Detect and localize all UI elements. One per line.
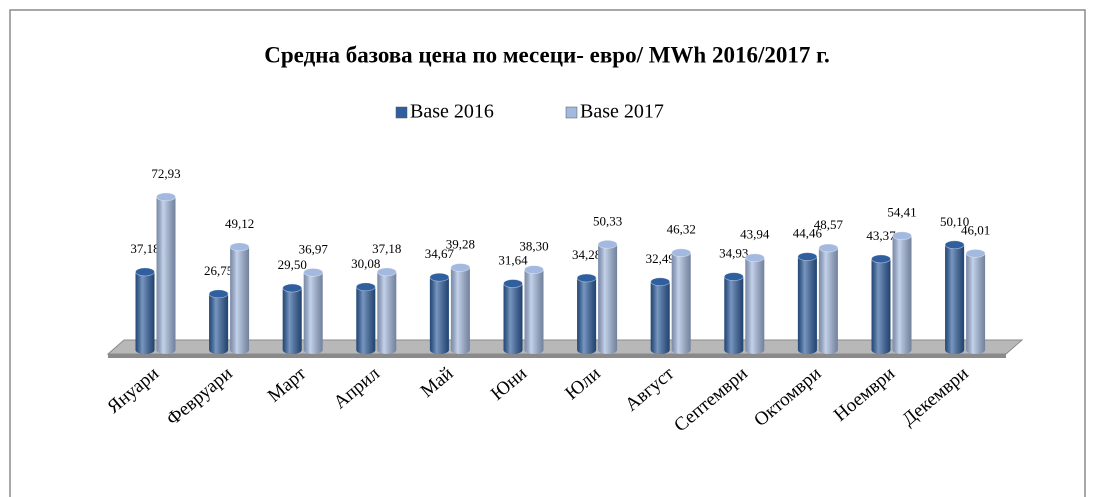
bar-cap — [744, 253, 765, 263]
bar-shade — [356, 286, 376, 354]
legend-swatch — [565, 106, 578, 119]
x-tick-label: Януари — [103, 363, 163, 418]
x-tick-label: Юли — [561, 363, 604, 404]
value-label: 36,97 — [299, 241, 329, 256]
bar-shade — [429, 277, 449, 354]
bar-shade — [650, 281, 670, 354]
value-label: 46,01 — [961, 222, 990, 237]
bar-cap — [944, 240, 965, 250]
bar-shade — [724, 276, 744, 354]
value-label: 34,93 — [719, 246, 748, 261]
x-tick-label: Юни — [487, 363, 531, 405]
value-label: 26,75 — [204, 263, 233, 278]
bar-shade — [450, 267, 470, 354]
value-label: 46,32 — [667, 222, 696, 237]
bar-cap — [671, 248, 692, 258]
bar-shade — [671, 252, 691, 354]
bar-cap — [156, 192, 176, 202]
value-label: 43,94 — [740, 227, 770, 242]
x-tick-label: Август — [621, 363, 678, 416]
value-label: 31,64 — [498, 253, 528, 268]
bar-shade — [577, 278, 597, 354]
bar-shade — [871, 258, 891, 354]
value-label: 34,28 — [572, 247, 601, 262]
bar-cap — [965, 249, 986, 258]
bar-shade — [303, 272, 323, 354]
bar-shade — [209, 293, 229, 354]
value-label: 44,46 — [793, 226, 823, 241]
bar-cap — [576, 273, 597, 283]
bar-cap — [429, 272, 450, 282]
x-tick-label: Ноември — [830, 363, 899, 426]
x-tick-label: Декември — [898, 363, 972, 430]
bar-shade — [230, 246, 250, 354]
bar-shade — [892, 235, 912, 354]
x-tick-label: Септември — [670, 363, 752, 436]
bar-shade — [745, 257, 765, 354]
legend-swatch — [395, 106, 408, 119]
x-tick-label: Февруари — [163, 363, 237, 430]
bar-shade — [818, 248, 838, 354]
value-label: 39,28 — [446, 236, 475, 251]
bar-shade — [598, 244, 618, 354]
x-tick-label: Април — [330, 363, 385, 414]
bar-cap — [303, 268, 324, 277]
value-label: 38,30 — [519, 239, 548, 254]
bar-cap — [597, 239, 618, 249]
bar-cap — [723, 272, 744, 281]
value-label: 37,18 — [372, 241, 401, 256]
value-label: 54,41 — [887, 205, 916, 220]
value-label: 30,08 — [351, 256, 380, 271]
chart-border — [9, 9, 1086, 497]
bar-shade — [156, 196, 176, 354]
bar-cap — [229, 242, 250, 252]
bar-shade — [503, 283, 523, 354]
x-tick-label: Октомври — [750, 363, 825, 431]
bar-shade — [966, 253, 986, 354]
value-label: 37,18 — [130, 241, 159, 256]
bar-cap — [892, 231, 912, 241]
bar-shade — [797, 256, 817, 354]
bar-cap — [650, 277, 671, 287]
x-tick-label: Март — [264, 363, 311, 407]
bar-shade — [524, 269, 544, 354]
value-label: 34,67 — [425, 246, 455, 261]
bar-shade — [377, 271, 397, 354]
bar-cap — [797, 252, 818, 261]
chart-title: Средна базова цена по месеци- евро/ MWh … — [264, 42, 829, 67]
value-label: 50,10 — [940, 214, 969, 229]
bar-cap — [524, 265, 544, 274]
legend-label: Base 2017 — [580, 101, 664, 123]
legend-label: Base 2016 — [410, 101, 494, 123]
value-label: 48,57 — [814, 217, 844, 232]
bar-shade — [945, 244, 965, 354]
value-label: 32,49 — [646, 251, 675, 266]
bar-shade — [135, 271, 155, 354]
bar-cap — [376, 267, 397, 277]
x-tick-label: Май — [417, 363, 458, 402]
bar-shade — [282, 288, 302, 354]
bar-cap — [871, 254, 891, 264]
bar-cap — [818, 243, 839, 253]
floor-edge — [108, 354, 1006, 358]
value-label: 49,12 — [225, 216, 254, 231]
value-label: 50,33 — [593, 213, 622, 228]
value-label: 43,37 — [866, 228, 896, 243]
bar-cap — [135, 267, 155, 277]
bar-cap — [282, 283, 303, 293]
value-label: 29,50 — [278, 257, 307, 272]
bar-cap — [503, 279, 523, 288]
value-label: 72,93 — [151, 166, 180, 181]
bar-cap — [355, 282, 376, 292]
bar-cap — [208, 289, 229, 299]
bar-cap — [450, 263, 471, 272]
